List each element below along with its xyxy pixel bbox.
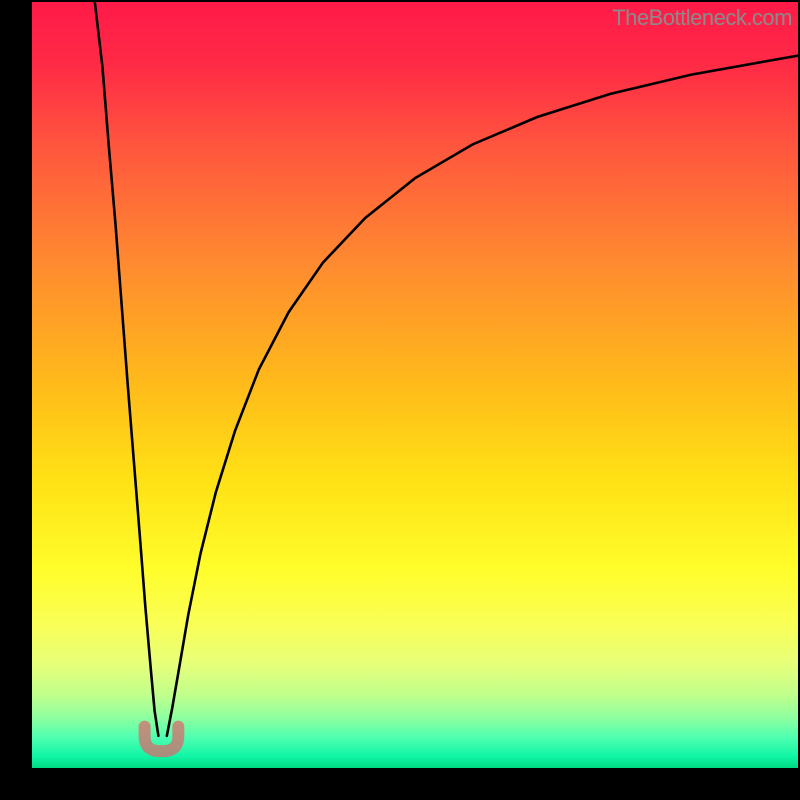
watermark-text: TheBottleneck.com bbox=[612, 5, 792, 31]
frame-bottom bbox=[0, 768, 800, 800]
frame-left bbox=[0, 0, 32, 800]
chart-background-gradient bbox=[32, 2, 798, 768]
bottleneck-chart bbox=[32, 2, 798, 768]
